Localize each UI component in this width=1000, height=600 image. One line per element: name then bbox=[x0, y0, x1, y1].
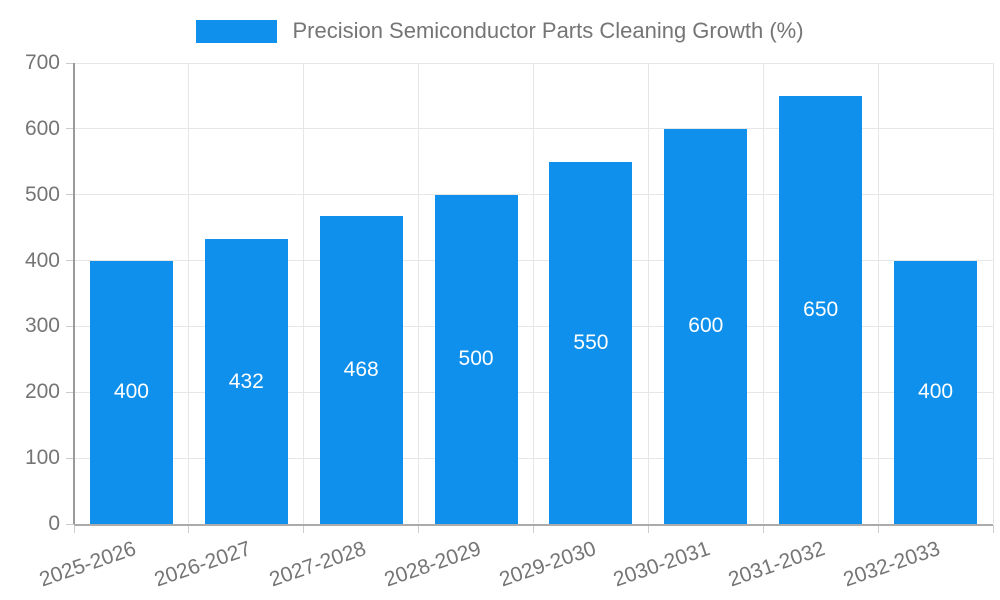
x-axis-tick bbox=[303, 525, 305, 533]
x-axis-tick bbox=[992, 525, 994, 533]
y-axis-tick bbox=[66, 62, 74, 64]
x-axis-tick-label: 2029-2030 bbox=[495, 537, 599, 592]
legend-swatch bbox=[196, 19, 278, 43]
x-axis-tick bbox=[188, 525, 190, 533]
bar[interactable]: 550 bbox=[549, 161, 633, 524]
x-axis-tick bbox=[877, 525, 879, 533]
x-gridline bbox=[418, 63, 420, 524]
x-gridline bbox=[647, 63, 649, 524]
bar[interactable]: 600 bbox=[664, 128, 748, 524]
y-axis-tick-label: 0 bbox=[48, 512, 60, 535]
bar-value-label: 550 bbox=[573, 330, 609, 354]
bar[interactable]: 400 bbox=[894, 260, 978, 524]
x-axis-tick bbox=[762, 525, 764, 533]
y-axis-tick bbox=[66, 325, 74, 327]
x-axis-tick-label: 2031-2032 bbox=[725, 537, 829, 592]
x-axis-tick-label: 2026-2027 bbox=[151, 537, 254, 592]
x-axis-tick bbox=[418, 525, 420, 533]
y-axis-tick-label: 200 bbox=[24, 380, 60, 404]
x-axis-tick bbox=[647, 525, 649, 533]
bar-value-label: 432 bbox=[228, 369, 264, 393]
x-axis-tick bbox=[533, 525, 534, 533]
y-axis-tick bbox=[66, 128, 74, 130]
y-axis-tick-label: 500 bbox=[24, 182, 60, 206]
x-gridline bbox=[992, 63, 994, 524]
y-axis-tick-label: 400 bbox=[24, 248, 60, 272]
y-axis-tick-label: 300 bbox=[24, 314, 60, 338]
y-axis-tick bbox=[66, 260, 74, 262]
y-axis-tick bbox=[66, 523, 74, 525]
chart-legend: Precision Semiconductor Parts Cleaning G… bbox=[0, 18, 1000, 44]
x-axis-tick-label: 2025-2026 bbox=[36, 537, 139, 592]
x-gridline bbox=[533, 63, 534, 524]
y-axis-tick bbox=[66, 194, 74, 196]
x-gridline bbox=[303, 63, 305, 524]
x-gridline bbox=[188, 63, 190, 524]
bar-value-label: 600 bbox=[688, 314, 724, 338]
x-axis-tick bbox=[73, 525, 75, 533]
bar[interactable]: 400 bbox=[89, 260, 173, 524]
x-gridline bbox=[762, 63, 764, 524]
x-axis-tick-label: 2032-2033 bbox=[840, 537, 944, 592]
bar[interactable]: 432 bbox=[204, 239, 288, 524]
bar[interactable]: 468 bbox=[319, 215, 403, 524]
y-axis-tick-label: 100 bbox=[24, 446, 60, 470]
y-axis-tick bbox=[66, 457, 74, 459]
bar[interactable]: 650 bbox=[779, 95, 863, 524]
legend-label: Precision Semiconductor Parts Cleaning G… bbox=[292, 18, 804, 43]
bar-value-label: 400 bbox=[918, 380, 954, 404]
x-axis-tick-label: 2028-2029 bbox=[381, 537, 484, 592]
y-axis-tick-label: 600 bbox=[24, 116, 60, 140]
x-axis-line bbox=[74, 524, 993, 526]
x-gridline bbox=[877, 63, 879, 524]
y-axis-tick bbox=[66, 391, 74, 393]
bar-value-label: 468 bbox=[343, 357, 379, 381]
x-axis-tick-label: 2027-2028 bbox=[266, 537, 369, 592]
bar-value-label: 400 bbox=[113, 380, 149, 404]
bar-value-label: 500 bbox=[458, 347, 494, 371]
y-axis-tick-label: 700 bbox=[24, 51, 60, 74]
bar[interactable]: 500 bbox=[434, 194, 518, 524]
x-axis-tick-label: 2030-2031 bbox=[610, 537, 714, 592]
y-axis-line bbox=[73, 63, 75, 524]
bar-value-label: 650 bbox=[803, 297, 839, 321]
